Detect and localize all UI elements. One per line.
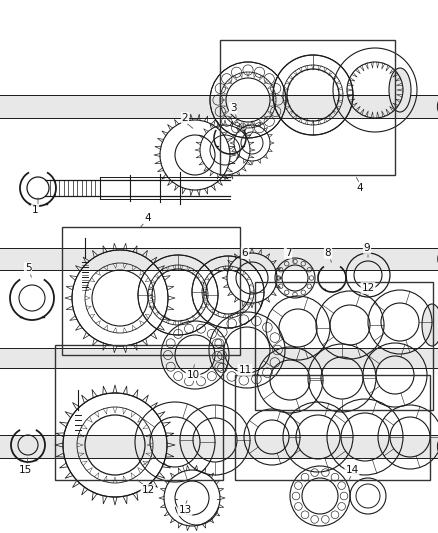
Text: 6: 6 (242, 248, 248, 258)
Text: 11: 11 (238, 365, 251, 375)
Ellipse shape (389, 68, 411, 112)
Text: 10: 10 (187, 370, 200, 380)
Polygon shape (0, 95, 438, 118)
Text: 14: 14 (346, 465, 359, 475)
Text: 7: 7 (285, 248, 291, 258)
Text: 15: 15 (18, 465, 32, 475)
Text: 2: 2 (182, 113, 188, 123)
Text: 1: 1 (32, 205, 38, 215)
Polygon shape (0, 435, 438, 458)
Bar (220, 40, 395, 175)
Text: 9: 9 (364, 243, 370, 253)
Text: 3: 3 (230, 103, 237, 113)
Ellipse shape (422, 304, 438, 346)
Polygon shape (0, 348, 438, 368)
Polygon shape (0, 248, 438, 270)
Text: 5: 5 (25, 263, 31, 273)
Text: 12: 12 (141, 485, 155, 495)
Text: 13: 13 (178, 505, 192, 515)
Text: 4: 4 (145, 213, 151, 223)
Bar (55, 345, 223, 480)
Bar (255, 282, 433, 410)
Text: 12: 12 (361, 283, 374, 293)
Bar (235, 375, 430, 480)
Text: 4: 4 (357, 183, 363, 193)
Text: 8: 8 (325, 248, 331, 258)
Bar (62, 227, 240, 355)
